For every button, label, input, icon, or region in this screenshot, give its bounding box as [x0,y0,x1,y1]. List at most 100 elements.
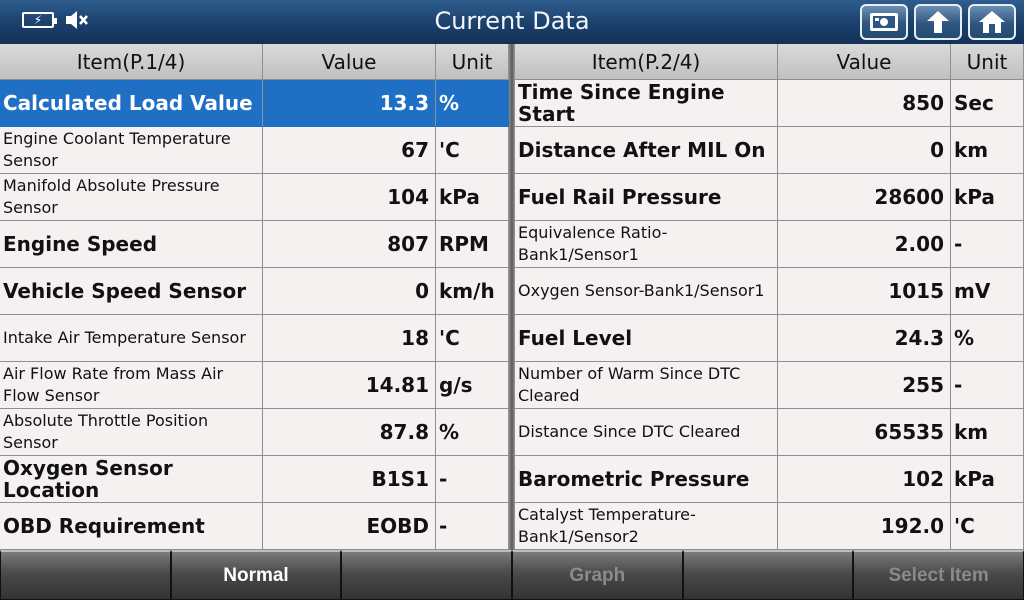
row-item-label: Air Flow Rate from Mass Air Flow Sensor [0,362,263,409]
table-row[interactable]: Calculated Load Value 13.3% [0,80,509,127]
table-row[interactable]: Oxygen Sensor-Bank1/Sensor1 1015 mV [515,268,1024,315]
data-table-page-2: Item(P.2/4) Value Unit Time Since Engine… [515,44,1024,550]
table-row[interactable]: Intake Air Temperature Sensor 18 'C [0,315,509,362]
row-value: EOBD [263,503,436,550]
table-row[interactable]: Manifold Absolute Pressure Sensor 104 kPa [0,174,509,221]
speaker-muted-icon [66,11,88,29]
row-item-label: Manifold Absolute Pressure Sensor [0,174,263,221]
blank-button-5[interactable] [682,550,854,600]
row-item-label: Barometric Pressure [515,456,778,503]
row-item-label: Intake Air Temperature Sensor [0,315,263,362]
row-value: 102 [778,456,951,503]
blank-button-3[interactable] [341,550,512,600]
row-item-label: Vehicle Speed Sensor [0,268,263,315]
row-value: B1S1 [263,456,436,503]
row-value: 24.3 [778,315,951,362]
screenshot-button[interactable] [860,4,908,40]
column-header-unit: Unit [436,44,509,80]
row-unit: g/s [436,362,509,409]
normal-button[interactable]: Normal [170,550,342,600]
row-unit: - [436,456,509,503]
row-value: 255 [778,362,951,409]
row-item-label: Distance After MIL On [515,127,778,174]
table-row[interactable]: Distance After MIL On 0 km [515,127,1024,174]
row-unit: mV [951,268,1024,315]
row-item-label: Oxygen Sensor-Bank1/Sensor1 [515,268,778,315]
row-value: 13.3 [263,80,436,127]
row-unit: 'C [436,315,509,362]
screenshot-icon [870,13,898,31]
table-row[interactable]: Fuel Level 24.3% [515,315,1024,362]
row-unit: km/h [436,268,509,315]
row-item-label: Equivalence Ratio-Bank1/Sensor1 [515,221,778,268]
table-row[interactable]: Vehicle Speed Sensor 0 km/h [0,268,509,315]
data-table-page-1: Item(P.1/4) Value Unit Calculated Load V… [0,44,509,550]
home-icon [979,11,1005,33]
battery-charging-icon: ⚡ [22,12,57,28]
row-item-label: Fuel Level [515,315,778,362]
table-row[interactable]: Catalyst Temperature-Bank1/Sensor2 192.0 '… [515,503,1024,550]
row-unit: - [951,221,1024,268]
page-title: Current Data [434,7,590,35]
row-value: 0 [263,268,436,315]
row-value: 850 [778,80,951,127]
table-header: Item(P.1/4) Value Unit [0,44,509,80]
home-button[interactable] [968,4,1016,40]
table-row[interactable]: Time Since Engine Start 850 Sec [515,80,1024,127]
row-unit: RPM [436,221,509,268]
table-row[interactable]: Number of Warm Since DTC Cleared 255- [515,362,1024,409]
row-unit: km [951,127,1024,174]
table-row[interactable]: Engine Speed 807 RPM [0,221,509,268]
row-value: 14.81 [263,362,436,409]
row-item-label: Engine Coolant Temperature Sensor [0,127,263,174]
row-unit: % [436,80,509,127]
row-unit: - [951,362,1024,409]
table-row[interactable]: Oxygen Sensor Location B1S1- [0,456,509,503]
row-unit: - [436,503,509,550]
table-row[interactable]: Barometric Pressure 102 kPa [515,456,1024,503]
row-item-label: Fuel Rail Pressure [515,174,778,221]
back-arrow-icon [927,11,949,33]
column-header-value: Value [263,44,436,80]
table-row[interactable]: Air Flow Rate from Mass Air Flow Sensor 1… [0,362,509,409]
row-unit: kPa [951,456,1024,503]
row-item-label: Catalyst Temperature-Bank1/Sensor2 [515,503,778,550]
row-unit: % [436,409,509,456]
table-row[interactable]: Engine Coolant Temperature Sensor 67 'C [0,127,509,174]
row-item-label: Calculated Load Value [0,80,263,127]
back-button[interactable] [914,4,962,40]
row-unit: Sec [951,80,1024,127]
row-item-label: Distance Since DTC Cleared [515,409,778,456]
title-bar: ⚡ Current Data [0,0,1024,44]
row-value: 18 [263,315,436,362]
row-item-label: Time Since Engine Start [515,80,778,127]
row-item-label: Oxygen Sensor Location [0,456,263,503]
row-value: 104 [263,174,436,221]
blank-button-1[interactable] [0,550,171,600]
select-item-button[interactable]: Select Item [853,550,1024,600]
table-row[interactable]: Fuel Rail Pressure 28600 kPa [515,174,1024,221]
table-row[interactable]: Absolute Throttle Position Sensor 87.8% [0,409,509,456]
graph-button[interactable]: Graph [511,550,683,600]
row-value: 67 [263,127,436,174]
row-unit: 'C [436,127,509,174]
row-item-label: Number of Warm Since DTC Cleared [515,362,778,409]
table-row[interactable]: Equivalence Ratio-Bank1/Sensor1 2.00- [515,221,1024,268]
column-header-item: Item(P.2/4) [515,44,778,80]
row-item-label: OBD Requirement [0,503,263,550]
status-icons: ⚡ [22,9,90,31]
bottom-toolbar: Normal Graph Select Item [0,550,1024,600]
row-value: 1015 [778,268,951,315]
table-divider [509,44,515,550]
row-item-label: Absolute Throttle Position Sensor [0,409,263,456]
row-value: 2.00 [778,221,951,268]
row-value: 0 [778,127,951,174]
row-unit: km [951,409,1024,456]
row-unit: 'C [951,503,1024,550]
table-row[interactable]: Distance Since DTC Cleared 65535 km [515,409,1024,456]
row-unit: kPa [951,174,1024,221]
row-item-label: Engine Speed [0,221,263,268]
table-row[interactable]: OBD Requirement EOBD - [0,503,509,550]
column-header-unit: Unit [951,44,1024,80]
column-header-item: Item(P.1/4) [0,44,263,80]
